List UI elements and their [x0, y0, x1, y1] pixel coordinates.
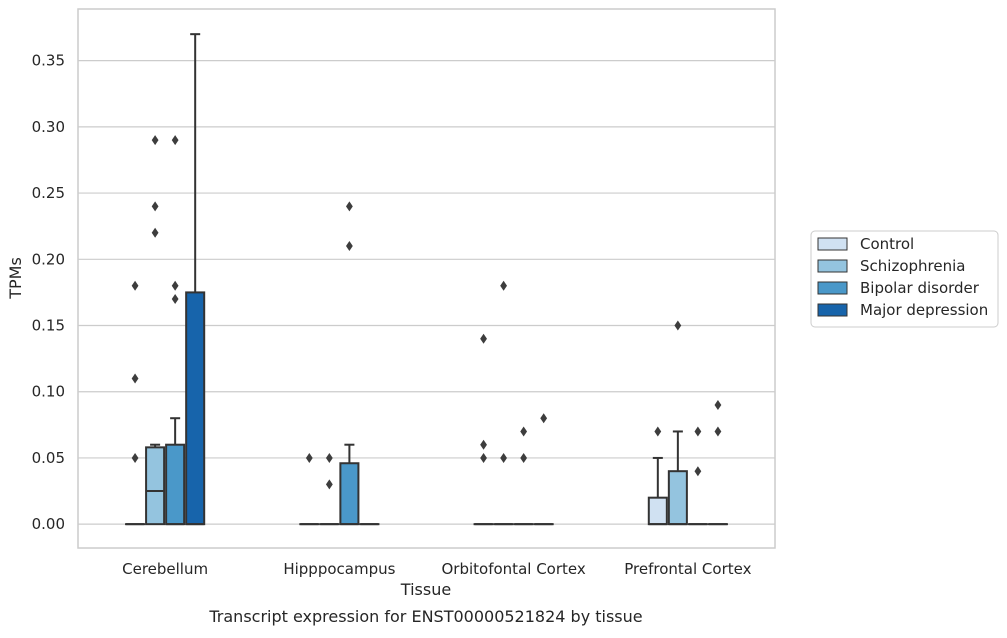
box-plot: [649, 426, 667, 524]
box-body: [166, 445, 184, 524]
box-plot: [495, 281, 513, 524]
box-plot: [340, 201, 358, 524]
box-plot: [669, 321, 687, 525]
outlier-point: [500, 453, 507, 463]
outlier-point: [346, 201, 353, 211]
x-axis-label: Tissue: [400, 580, 451, 599]
box-plot: [126, 281, 144, 524]
box-plot: [709, 400, 727, 524]
legend-swatch: [818, 260, 847, 272]
box-plot: [320, 453, 338, 524]
outlier-point: [152, 135, 159, 145]
outlier-point: [132, 453, 139, 463]
box-plot: [515, 426, 533, 524]
y-tick-label: 0.25: [32, 184, 65, 202]
y-axis-label: TPMs: [6, 257, 25, 300]
outlier-point: [480, 453, 487, 463]
legend-swatch: [818, 304, 847, 316]
box-plot: [186, 34, 204, 524]
y-tick-label: 0.15: [32, 317, 65, 335]
x-tick-labels: Cerebellum Hipppocampus Orbitofontal Corte…: [122, 560, 751, 578]
y-tick-label: 0.00: [32, 515, 65, 533]
box-plot: [475, 334, 493, 524]
outlier-point: [694, 426, 701, 436]
series-group: [186, 34, 727, 524]
outlier-point: [326, 479, 333, 489]
outlier-point: [132, 373, 139, 383]
x-tick-label: Hipppocampus: [283, 560, 395, 578]
outlier-point: [540, 413, 547, 423]
outlier-point: [346, 241, 353, 251]
y-tick-label: 0.30: [32, 118, 65, 136]
outlier-point: [152, 201, 159, 211]
box-plot: [689, 426, 707, 524]
box-plot: [300, 453, 318, 524]
outlier-point: [694, 466, 701, 476]
box-series: [126, 34, 727, 524]
legend: Control Schizophrenia Bipolar disorder Majo…: [811, 231, 998, 327]
box-body: [340, 463, 358, 524]
x-tick-label: Prefrontal Cortex: [624, 560, 751, 578]
y-tick-labels: 0.00 0.05 0.10 0.15 0.20 0.25 0.30 0.35: [32, 52, 65, 534]
outlier-point: [306, 453, 313, 463]
outlier-point: [654, 426, 661, 436]
box-body: [669, 471, 687, 524]
series-group: [126, 281, 667, 524]
box-plot: [535, 413, 553, 524]
x-tick-label: Cerebellum: [122, 560, 208, 578]
outlier-point: [715, 400, 722, 410]
chart-caption: Transcript expression for ENST0000052182…: [208, 607, 642, 626]
legend-label: Control: [860, 235, 914, 253]
y-tick-label: 0.20: [32, 250, 65, 268]
outlier-point: [132, 281, 139, 291]
outlier-point: [480, 334, 487, 344]
legend-label: Major depression: [860, 301, 988, 319]
legend-swatch: [818, 238, 847, 250]
outlier-point: [172, 294, 179, 304]
outlier-point: [715, 426, 722, 436]
x-tick-label: Orbitofontal Cortex: [442, 560, 586, 578]
outlier-point: [152, 228, 159, 238]
outlier-point: [500, 281, 507, 291]
outlier-point: [172, 135, 179, 145]
legend-label: Bipolar disorder: [860, 279, 980, 297]
outlier-point: [520, 453, 527, 463]
box-body: [146, 447, 164, 524]
box-body: [649, 498, 667, 524]
y-tick-label: 0.35: [32, 52, 65, 70]
outlier-point: [674, 321, 681, 331]
legend-label: Schizophrenia: [860, 257, 965, 275]
outlier-point: [480, 440, 487, 450]
y-tick-label: 0.05: [32, 449, 65, 467]
outlier-point: [172, 281, 179, 291]
box-body: [186, 292, 204, 524]
outlier-point: [326, 453, 333, 463]
y-tick-label: 0.10: [32, 383, 65, 401]
outlier-point: [520, 426, 527, 436]
legend-swatch: [818, 282, 847, 294]
